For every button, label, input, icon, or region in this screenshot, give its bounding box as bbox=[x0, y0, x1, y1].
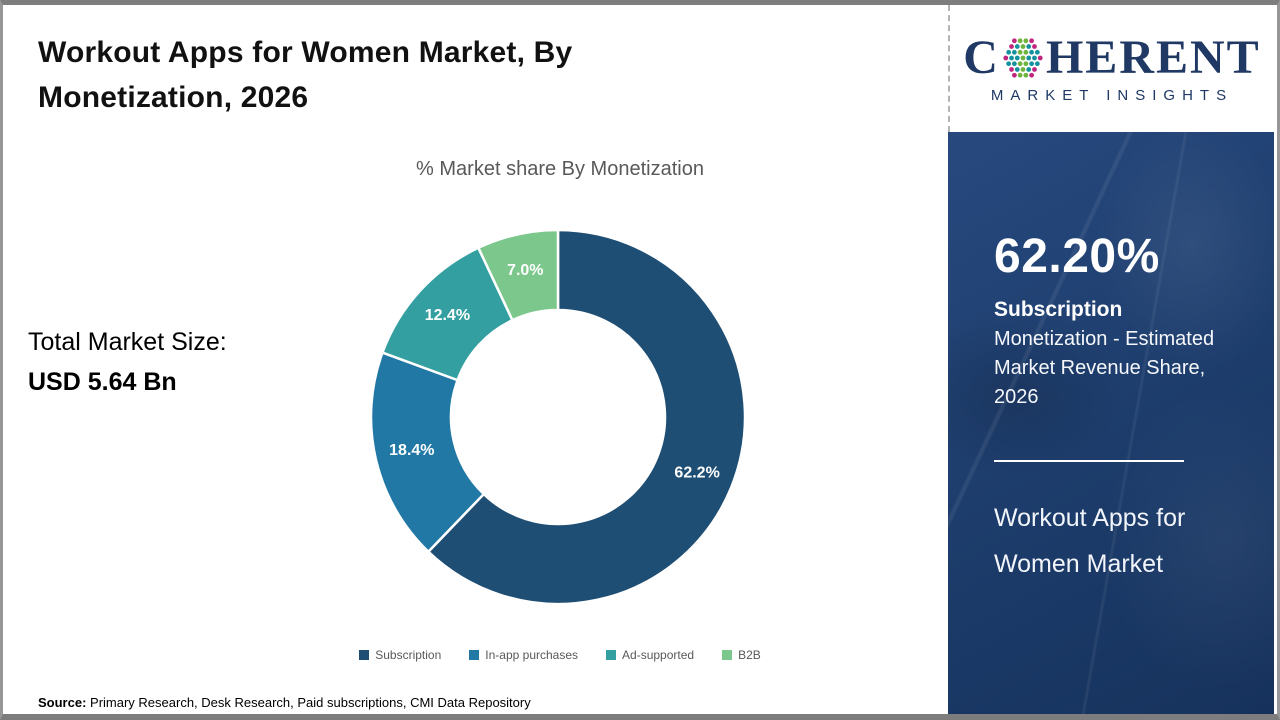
source-note: Source: Primary Research, Desk Research,… bbox=[38, 695, 531, 710]
total-market-size-value: USD 5.64 Bn bbox=[28, 368, 177, 396]
highlight-panel-content: 62.20% Subscription Monetization - Estim… bbox=[948, 132, 1274, 587]
legend-label: Subscription bbox=[375, 648, 442, 662]
legend-swatch-icon bbox=[606, 650, 617, 660]
highlight-panel: 62.20% Subscription Monetization - Estim… bbox=[948, 132, 1274, 714]
donut-slice-label: 62.2% bbox=[674, 465, 719, 482]
brand-subtitle: MARKET INSIGHTS bbox=[990, 86, 1234, 104]
donut-chart-container: 62.2% 18.4% 12.4% 7.0% bbox=[358, 217, 758, 617]
donut-slice-b2b bbox=[477, 228, 560, 322]
right-column: C HERENT MARKET INSIGHTS 62.20% Subscrip… bbox=[948, 0, 1277, 720]
legend-item-in-app-purchases: In-app purchases bbox=[469, 648, 578, 662]
brand-letter-c: C bbox=[963, 30, 1000, 84]
donut-chart: 62.2% 18.4% 12.4% 7.0% bbox=[369, 228, 747, 606]
donut-slice-subscription bbox=[427, 228, 747, 606]
chart-legend: Subscription In-app purchases Ad-supported… bbox=[240, 648, 880, 662]
donut-slice-label: 12.4% bbox=[425, 307, 470, 324]
donut-slice-label: 18.4% bbox=[389, 442, 434, 459]
panel-market-name: Workout Apps for Women Market bbox=[994, 504, 1186, 578]
highlight-stat-value: 62.20% bbox=[994, 230, 1160, 283]
page-title: Workout Apps for Women Market, By Moneti… bbox=[38, 36, 573, 114]
brand-wordmark: C HERENT bbox=[963, 30, 1261, 84]
highlight-stat-label: Subscription bbox=[994, 298, 1123, 322]
legend-swatch-icon bbox=[722, 650, 733, 660]
total-market-size-label: Total Market Size: bbox=[28, 328, 227, 356]
legend-label: B2B bbox=[738, 648, 761, 662]
legend-item-ad-supported: Ad-supported bbox=[606, 648, 694, 662]
legend-item-subscription: Subscription bbox=[359, 648, 441, 662]
legend-label: Ad-supported bbox=[622, 648, 695, 662]
panel-divider bbox=[994, 460, 1184, 463]
brand-letters-rest: HERENT bbox=[1045, 30, 1261, 84]
logo-area: C HERENT MARKET INSIGHTS bbox=[948, 5, 1274, 132]
legend-swatch-icon bbox=[359, 650, 370, 660]
highlight-stat-description: Monetization - Estimated Market Revenue … bbox=[994, 328, 1215, 409]
logo-globe-icon bbox=[1003, 37, 1043, 78]
brand-logo: C HERENT MARKET INSIGHTS bbox=[963, 30, 1261, 104]
total-market-size: Total Market Size: USD 5.64 Bn bbox=[28, 322, 227, 402]
chart-title: % Market share By Monetization bbox=[416, 158, 704, 180]
source-label: Source: bbox=[38, 695, 87, 710]
legend-item-b2b: B2B bbox=[722, 648, 761, 662]
legend-label: In-app purchases bbox=[485, 648, 579, 662]
source-text: Primary Research, Desk Research, Paid su… bbox=[86, 695, 531, 710]
legend-swatch-icon bbox=[469, 650, 480, 660]
donut-slice-label: 7.0% bbox=[507, 262, 543, 279]
